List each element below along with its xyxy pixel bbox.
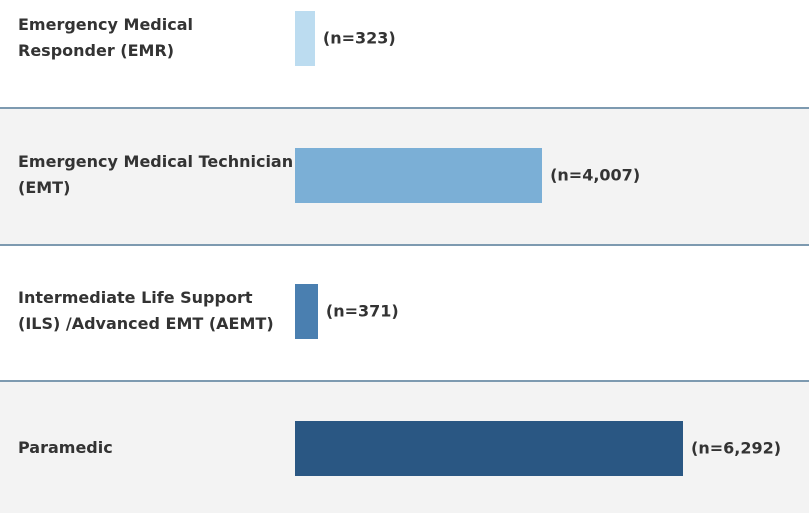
row-separator	[0, 107, 809, 109]
bar	[295, 284, 318, 339]
row-separator	[0, 380, 809, 382]
value-label: (n=323)	[322, 28, 396, 48]
value-label: (n=371)	[325, 301, 399, 321]
bar	[295, 421, 683, 476]
row-background	[0, 246, 809, 380]
value-label: (n=6,292)	[691, 438, 782, 458]
row-separator	[0, 244, 809, 246]
category-label: Paramedic	[18, 438, 113, 457]
bar	[295, 148, 543, 203]
category-label: Intermediate Life Support (ILS) /Advance…	[18, 288, 274, 333]
category-label: Emergency Medical Technician (EMT)	[18, 152, 294, 197]
category-label: Emergency Medical Responder (EMR)	[18, 15, 193, 60]
value-label: (n=4,007)	[550, 165, 641, 185]
row-background	[0, 0, 809, 107]
bar	[295, 11, 315, 66]
